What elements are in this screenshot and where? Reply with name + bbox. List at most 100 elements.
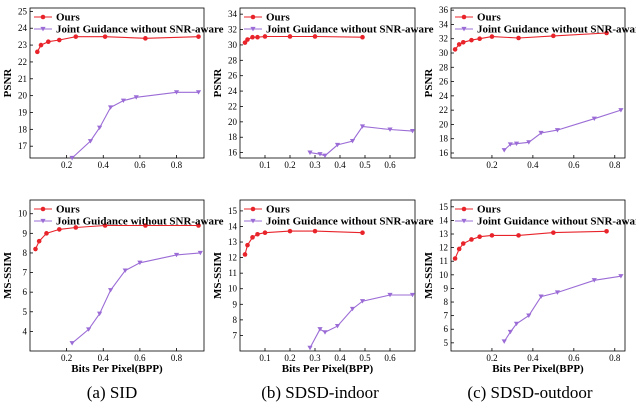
y-tick-label: 11: [228, 268, 237, 278]
series-joint-guidance: [69, 90, 202, 161]
data-point: [44, 231, 49, 236]
chart-sdsd-outdoor-psnr: 0.2 0.4 0.6 0.8 16 18 20 22 24 26 28 30 32 34 36 PSNR Ou…: [423, 5, 636, 170]
legend-label: Ours: [477, 12, 502, 24]
legend-marker: [40, 26, 46, 32]
data-point: [538, 130, 544, 136]
data-point: [35, 49, 40, 55]
y-tick-label: 22: [18, 57, 27, 67]
x-tick-label: 0.4: [334, 160, 346, 170]
y-tick-label: 12: [228, 253, 237, 263]
data-point: [195, 90, 202, 95]
x-tick-label: 0.4: [527, 160, 539, 170]
data-point: [501, 148, 507, 153]
y-tick-label: 26: [439, 77, 449, 87]
y-tick-label: 30: [228, 40, 238, 50]
y-tick-label: 13: [228, 237, 238, 247]
x-tick-label: 0.6: [134, 160, 146, 170]
data-point: [173, 90, 180, 95]
data-point: [287, 34, 293, 39]
y-tick-label: 17: [18, 141, 28, 151]
y-tick-label: 9: [444, 283, 449, 293]
x-tick-label: 0.6: [568, 160, 580, 170]
x-tick-label: 0.6: [384, 160, 396, 170]
data-point: [456, 42, 462, 47]
series-line: [309, 125, 413, 157]
data-point: [409, 292, 416, 298]
y-tick-label: 26: [228, 71, 238, 81]
x-tick-label: 0.6: [568, 353, 580, 363]
data-point: [242, 40, 248, 45]
data-point: [349, 306, 356, 312]
legend-label: Joint Guidance without SNR-aware: [56, 24, 224, 36]
data-point: [122, 268, 128, 273]
legend-label: Joint Guidance without SNR-aware: [266, 24, 434, 36]
y-tick-label: 7: [23, 268, 28, 278]
x-tick-label: 0.2: [486, 160, 497, 170]
data-point: [107, 288, 114, 293]
y-tick-label: 22: [228, 101, 237, 111]
x-tick-label: 0.2: [284, 160, 295, 170]
data-point: [452, 47, 458, 52]
data-point: [133, 95, 139, 100]
y-axis-label: MS-SSIM: [2, 251, 14, 299]
y-tick-label: 18: [18, 124, 28, 134]
caption-sid: (a) SID: [87, 383, 138, 402]
data-point: [360, 34, 365, 40]
legend-label: Joint Guidance without SNR-aware: [56, 216, 224, 228]
data-point: [287, 228, 293, 234]
y-tick-label: 9: [23, 228, 28, 238]
data-point: [322, 153, 328, 159]
data-point: [120, 98, 127, 104]
data-point: [262, 34, 268, 39]
data-point: [387, 127, 393, 132]
data-point: [242, 252, 248, 257]
data-point: [507, 142, 513, 147]
legend-marker: [250, 14, 256, 20]
data-point: [250, 235, 255, 240]
data-point: [489, 233, 495, 238]
data-point: [334, 324, 341, 329]
y-tick-label: 20: [228, 117, 238, 127]
data-point: [69, 341, 75, 346]
data-point: [591, 116, 597, 122]
x-tick-label: 0.8: [609, 160, 621, 170]
data-point: [460, 241, 466, 246]
series-joint-guidance: [307, 124, 416, 159]
data-point: [604, 228, 609, 234]
y-tick-label: 19: [18, 107, 28, 117]
series-ours: [452, 228, 609, 261]
series-ours: [242, 34, 365, 45]
series-joint-guidance: [501, 274, 624, 344]
data-point: [137, 260, 143, 266]
legend-label: Joint Guidance without SNR-aware: [477, 216, 636, 228]
y-tick-label: 8: [23, 248, 28, 258]
y-axis-label: MS-SSIM: [212, 251, 224, 299]
legend-marker: [40, 218, 46, 224]
y-axis-label: MS-SSIM: [423, 251, 435, 299]
legend-label: Ours: [477, 204, 502, 216]
y-axis-label: PSNR: [212, 68, 224, 98]
series-line: [244, 35, 363, 43]
data-point: [538, 294, 544, 299]
data-point: [312, 34, 318, 39]
data-point: [87, 139, 94, 144]
legend-marker: [250, 206, 256, 212]
data-point: [97, 125, 103, 131]
plot-frame: [29, 199, 205, 352]
data-point: [516, 233, 521, 238]
series-joint-guidance: [69, 250, 203, 346]
series-joint-guidance: [307, 292, 416, 351]
y-tick-label: 36: [439, 5, 449, 15]
legend-marker: [461, 218, 467, 224]
x-tick-label: 0.8: [171, 160, 183, 170]
y-tick-label: 15: [228, 206, 238, 216]
y-tick-label: 32: [228, 25, 237, 35]
y-tick-label: 23: [18, 40, 28, 50]
data-point: [477, 234, 482, 240]
data-point: [516, 35, 521, 41]
data-point: [501, 339, 507, 344]
data-point: [489, 34, 495, 39]
data-point: [317, 327, 323, 332]
